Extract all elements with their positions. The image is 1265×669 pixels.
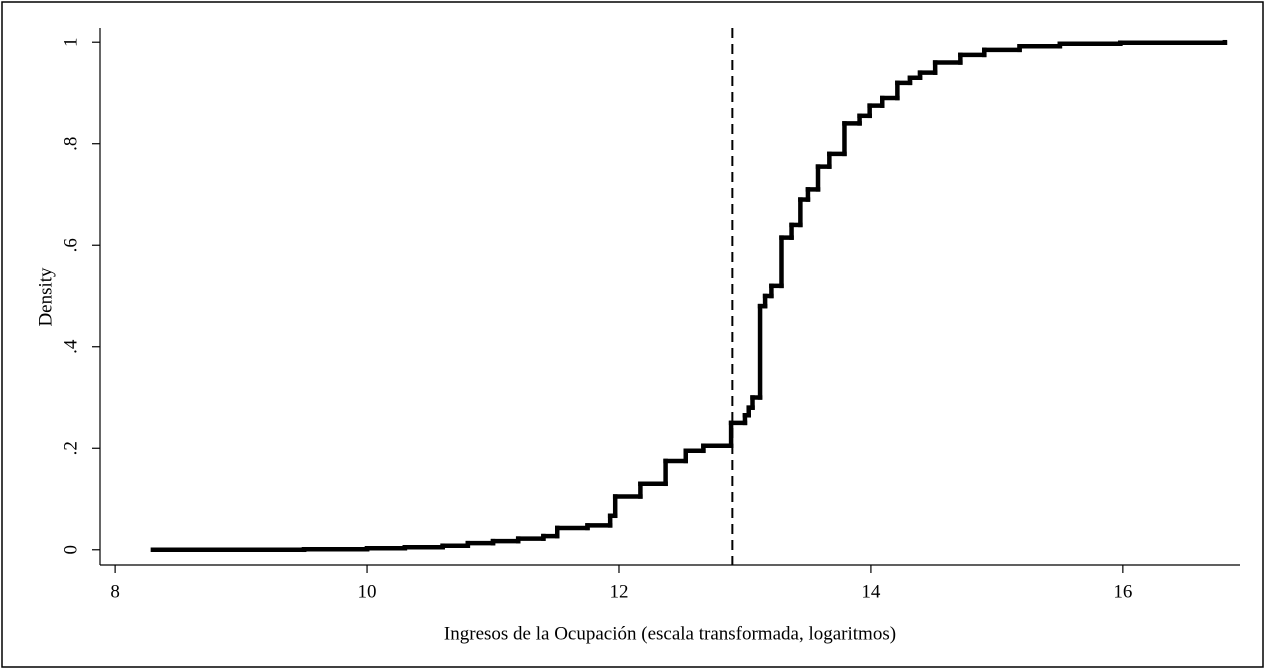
x-tick-label: 12 xyxy=(609,581,628,602)
x-tick-label: 10 xyxy=(358,581,377,602)
y-tick-label: 1 xyxy=(60,37,81,47)
y-tick-label: .4 xyxy=(60,339,81,354)
x-tick-label: 14 xyxy=(861,581,881,602)
x-tick-label: 16 xyxy=(1113,581,1132,602)
y-tick-label: .6 xyxy=(60,238,81,252)
y-tick-label: .8 xyxy=(60,137,81,151)
y-axis-label: Density xyxy=(35,267,56,327)
y-tick-label: 0 xyxy=(60,545,81,555)
x-axis-label: Ingresos de la Ocupación (escala transfo… xyxy=(444,623,896,644)
x-tick-label: 8 xyxy=(110,581,120,602)
y-tick-label: .2 xyxy=(60,441,81,455)
